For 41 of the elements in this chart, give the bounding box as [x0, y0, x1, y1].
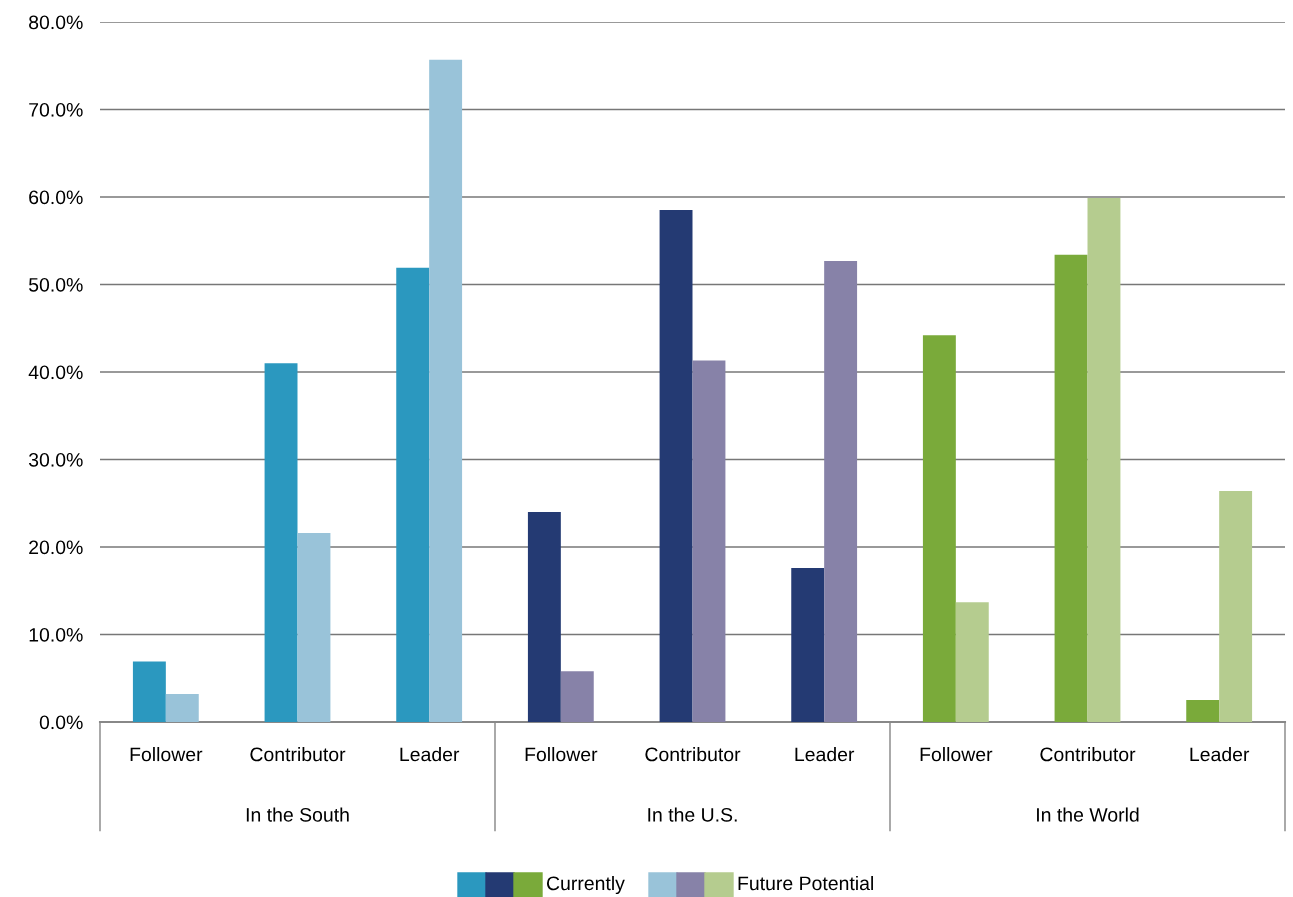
- legend-label: Future Potential: [738, 875, 873, 891]
- x-tick-label: Contributor: [1040, 747, 1136, 762]
- x-tick-label: Leader: [795, 747, 855, 762]
- text: In the World: [1037, 807, 1139, 822]
- legend-label: Currently: [546, 875, 625, 895]
- bar: [560, 671, 594, 722]
- y-tick-label: 30.0%: [28, 452, 83, 467]
- bar: [1087, 197, 1121, 722]
- bar: [165, 694, 199, 722]
- y-tick-label: 60.0%: [29, 190, 83, 205]
- y-tick-label: 10.0%: [29, 627, 83, 642]
- bar: [791, 568, 825, 722]
- y-tick-label: 40.0%: [28, 365, 83, 380]
- bar: [1219, 491, 1253, 722]
- bar: [955, 602, 989, 722]
- x-tick-label: Follower: [130, 747, 203, 762]
- bar: [1054, 254, 1088, 722]
- bar: [264, 363, 298, 722]
- bar: [297, 533, 331, 722]
- bar: [922, 335, 956, 722]
- bar: [132, 661, 166, 722]
- x-tick-label: Leader: [400, 747, 460, 762]
- text: In the U.S.: [648, 807, 737, 822]
- y-tick-label: 50.0%: [28, 277, 83, 292]
- bar: [1186, 700, 1220, 722]
- y-tick-label: 0.0%: [39, 715, 83, 730]
- x-tick-label: Follower: [525, 747, 598, 762]
- y-tick-label: 80.0%: [29, 15, 83, 30]
- bar: [396, 267, 430, 722]
- x-tick-label: Leader: [1190, 747, 1250, 762]
- bar: [824, 260, 858, 722]
- x-tick-label: Contributor: [645, 747, 741, 762]
- x-tick-label: Contributor: [250, 747, 346, 762]
- bar: [659, 210, 693, 722]
- y-tick-label: 70.0%: [29, 102, 83, 117]
- x-tick-label: Follower: [920, 747, 993, 762]
- bar: [692, 360, 726, 722]
- y-tick-label: 20.0%: [29, 540, 83, 555]
- text: In the South: [246, 807, 349, 822]
- bar: [429, 59, 463, 722]
- bar: [527, 512, 561, 722]
